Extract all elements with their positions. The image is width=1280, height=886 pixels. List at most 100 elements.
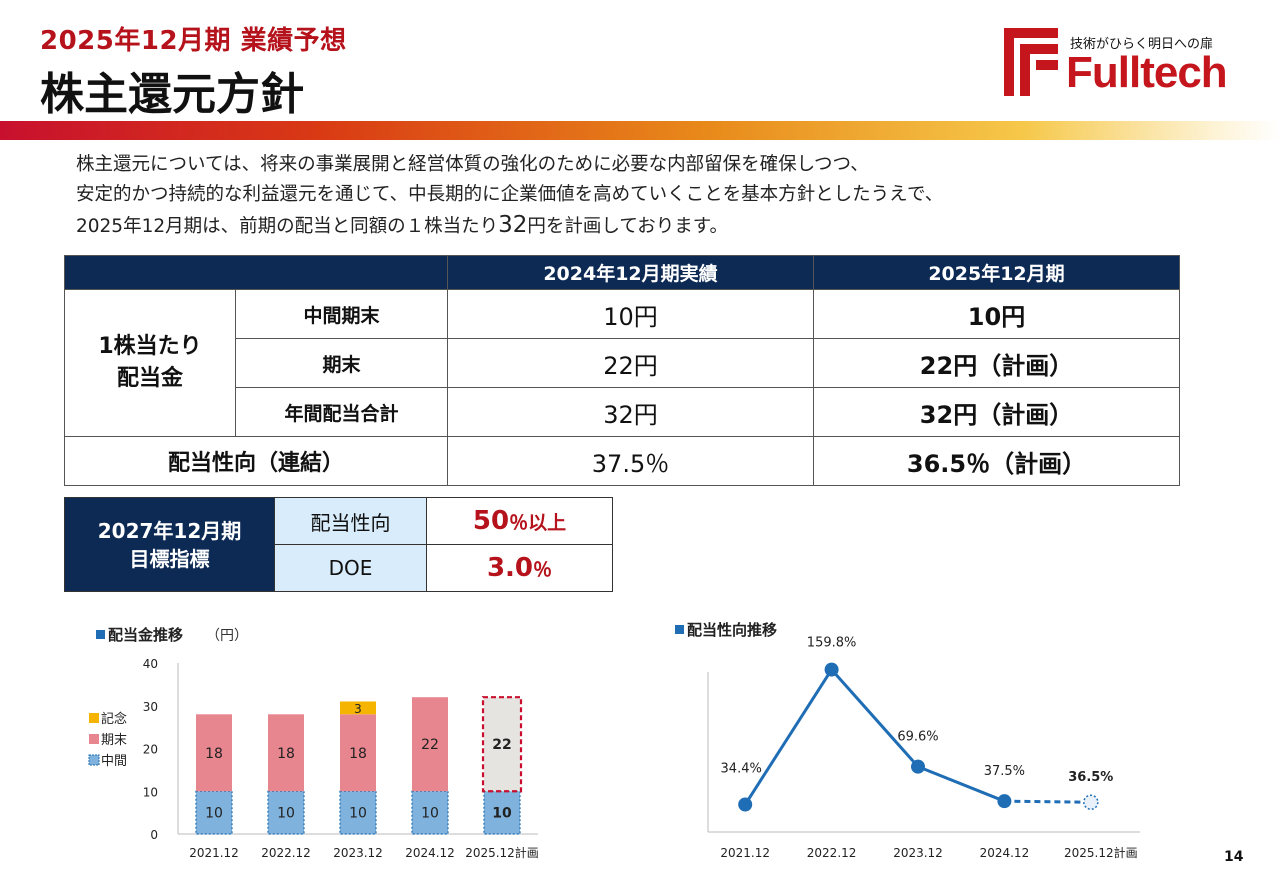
y-tick-label: 0 xyxy=(150,828,158,842)
y-tick-label: 40 xyxy=(143,657,158,671)
target-header: 2027年12月期 目標指標 xyxy=(64,497,275,592)
intro-line-3: 2025年12月期は、前期の配当と同額の１株当たり32円を計画しております。 xyxy=(76,212,728,238)
cell-interim-2025: 10円 xyxy=(813,289,1180,339)
page-number: 14 xyxy=(1224,849,1244,865)
legend-swatch xyxy=(89,734,99,744)
bar-期末 xyxy=(412,697,448,792)
row-label-interim: 中間期末 xyxy=(235,289,448,339)
intro-text: 株主還元については、将来の事業展開と経営体質の強化のために必要な内部留保を確保し… xyxy=(76,150,1236,242)
data-label: 10 xyxy=(205,806,223,822)
table-header-fy2024: 2024年12月期実績 xyxy=(447,255,814,290)
data-label: 10 xyxy=(492,806,512,822)
x-tick-label: 2022.12 xyxy=(261,846,311,860)
bar-期末 xyxy=(484,697,520,792)
dividend-per-share-label: 1株当たり 配当金 xyxy=(64,289,236,437)
table-row: 配当性向（連結） 37.5％ 36.5％（計画） xyxy=(64,436,1180,486)
plan-highlight-box xyxy=(481,696,523,793)
page-subtitle: 2025年12月期 業績予想 xyxy=(40,26,347,56)
target-label-payout: 配当性向 xyxy=(274,497,427,545)
cell-yearend-2024: 22円 xyxy=(447,338,814,388)
data-label: 36.5% xyxy=(1068,770,1113,785)
y-tick-label: 10 xyxy=(143,785,158,799)
series-line-segment xyxy=(830,668,920,768)
x-tick-label: 2024.12 xyxy=(980,846,1030,860)
data-label: 37.5% xyxy=(984,764,1025,779)
table-row: 2027年12月期 目標指標 配当性向 50％以上 xyxy=(64,497,613,592)
data-label: 22 xyxy=(492,737,511,753)
data-label: 22 xyxy=(421,737,439,753)
data-point xyxy=(738,797,753,812)
legend-swatch xyxy=(88,754,100,766)
y-tick-label: 20 xyxy=(143,743,158,757)
target-table: 2027年12月期 目標指標 配当性向 50％以上 DOE 3.0％ xyxy=(64,497,613,592)
table-row: 年間配当合計 32円 32円（計画） xyxy=(65,387,1180,437)
logo-mark-icon xyxy=(1004,28,1058,96)
series-line-segment xyxy=(1004,799,1091,804)
header-gradient-bar xyxy=(0,121,1280,140)
logo-tagline: 技術がひらく明日への扉 xyxy=(1070,37,1214,52)
cell-yearend-2025: 22円（計画） xyxy=(813,338,1180,388)
series-line-segment xyxy=(743,668,833,806)
data-label: 10 xyxy=(421,806,439,822)
fulltech-logo xyxy=(1004,28,1058,96)
row-label-yearend: 期末 xyxy=(235,338,448,388)
table-row: DOE 3.0％ xyxy=(65,544,613,592)
bar-期末 xyxy=(340,714,376,792)
bar-期末 xyxy=(196,714,232,792)
data-label: 10 xyxy=(277,806,295,822)
cell-interim-2024: 10円 xyxy=(447,289,814,339)
data-label: 3 xyxy=(354,702,362,716)
x-tick-label: 2022.12 xyxy=(807,846,857,860)
cell-total-2024: 32円 xyxy=(447,387,814,437)
legend-swatch xyxy=(89,713,99,723)
chart-unit-label: （円） xyxy=(206,628,248,644)
data-point xyxy=(911,759,925,774)
data-point xyxy=(997,794,1012,809)
bar-中間 xyxy=(339,790,377,835)
target-value-doe: 3.0％ xyxy=(426,544,613,592)
x-tick-label: 2024.12 xyxy=(405,846,455,860)
data-label: 10 xyxy=(349,806,367,822)
intro-line-1: 株主還元については、将来の事業展開と経営体質の強化のために必要な内部留保を確保し… xyxy=(76,154,869,175)
target-label-doe: DOE xyxy=(274,544,427,592)
series-line-segment xyxy=(917,765,1005,803)
logo-wordmark: Fulltech xyxy=(1066,48,1228,97)
chart-title-marker xyxy=(675,625,684,634)
page-title: 株主還元方針 xyxy=(40,69,304,120)
row-label-annual-total: 年間配当合計 xyxy=(235,387,448,437)
table-row: 1株当たり 配当金 中間期末 10円 10円 xyxy=(64,289,1180,437)
dividend-bar-chart: 配当金推移 （円） 0 10 20 30 40 10 18 2021.12 10 18 2022.12 1… xyxy=(88,626,539,860)
x-tick-label: 2023.12 xyxy=(333,846,383,860)
payout-line-chart: 配当性向推移 34.4% 2021.12 159.8% 2022.12 69.6% 2023… xyxy=(675,621,1140,860)
data-label: 18 xyxy=(349,746,367,762)
table-header-blank xyxy=(64,255,448,290)
bar-中間 xyxy=(195,790,233,835)
target-value-payout: 50％以上 xyxy=(426,497,613,545)
data-point xyxy=(1083,794,1099,810)
data-label: 69.6% xyxy=(897,730,938,745)
table-header-row: 2024年12月期実績 2025年12月期 xyxy=(64,255,1180,290)
chart-title: 配当性向推移 xyxy=(687,621,777,639)
bar-中間 xyxy=(483,790,521,835)
table-row: 期末 22円 22円（計画） xyxy=(65,338,1180,388)
bar-記念 xyxy=(340,701,376,715)
cell-payout-2025: 36.5％（計画） xyxy=(813,436,1180,486)
legend-label: 中間 xyxy=(101,754,127,769)
row-label-payout: 配当性向（連結） xyxy=(64,436,448,486)
data-point xyxy=(824,662,839,677)
table-header-fy2025: 2025年12月期 xyxy=(813,255,1180,290)
cell-payout-2024: 37.5％ xyxy=(447,436,814,486)
data-label: 34.4% xyxy=(721,762,762,777)
data-label: 159.8% xyxy=(807,636,857,651)
y-tick-label: 30 xyxy=(143,700,158,714)
dividend-table: 2024年12月期実績 2025年12月期 1株当たり 配当金 中間期末 10円 … xyxy=(64,255,1180,486)
x-tick-label: 2021.12 xyxy=(189,846,239,860)
data-label: 18 xyxy=(277,746,295,762)
x-tick-label: 2023.12 xyxy=(893,846,943,860)
chart-title-marker xyxy=(96,630,105,639)
legend-label: 期末 xyxy=(101,733,127,748)
x-tick-label: 2025.12計画 xyxy=(465,845,539,860)
dividend-highlight: 32 xyxy=(498,212,528,238)
chart-title: 配当金推移 xyxy=(108,626,183,644)
data-label: 18 xyxy=(205,746,223,762)
